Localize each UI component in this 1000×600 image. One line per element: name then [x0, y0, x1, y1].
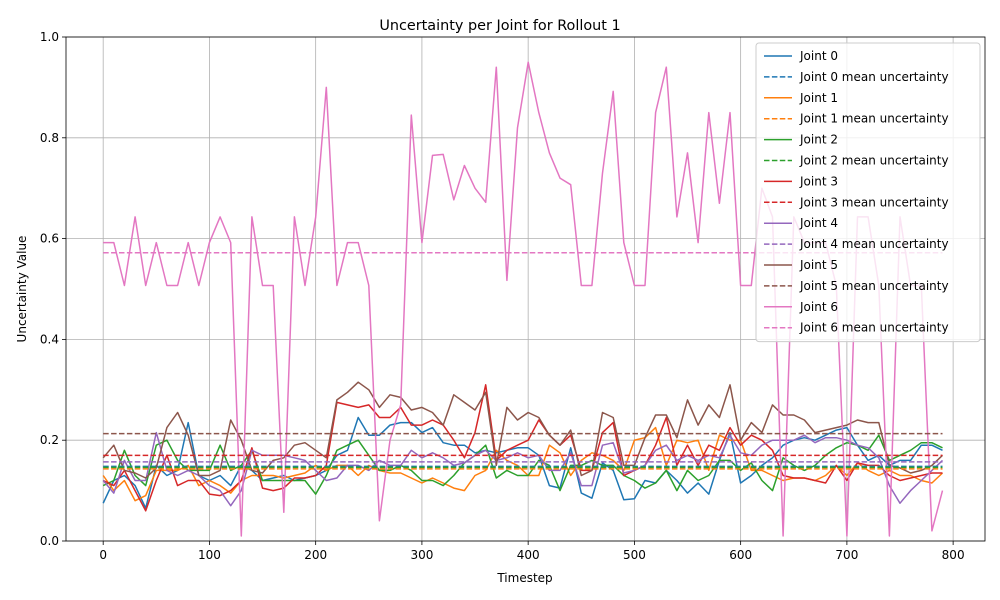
joint-2-mean-legend-label: Joint 2 mean uncertainty — [799, 154, 949, 168]
joint-5-line — [102, 381, 944, 479]
joint-0-mean-legend-label: Joint 0 mean uncertainty — [799, 70, 949, 84]
joint-6-legend-label: Joint 6 — [799, 300, 838, 314]
x-tick-label: 100 — [198, 548, 221, 562]
x-tick-label: 400 — [517, 548, 540, 562]
x-tick-label: 800 — [942, 548, 965, 562]
joint-1-legend-label: Joint 1 — [799, 91, 838, 105]
x-tick-label: 600 — [729, 548, 752, 562]
x-tick-label: 300 — [410, 548, 433, 562]
joint-6-mean-legend-label: Joint 6 mean uncertainty — [799, 321, 949, 335]
legend-box — [755, 42, 981, 343]
joint-1-mean-legend-label: Joint 1 mean uncertainty — [799, 112, 949, 126]
joint-4-legend-label: Joint 4 — [799, 216, 838, 230]
chart-title: Uncertainty per Joint for Rollout 1 — [379, 18, 620, 34]
legend: Joint 0 Joint 0 mean uncertainty Joint 1 Jo… — [755, 42, 981, 343]
y-tick-label: 1.0 — [40, 30, 59, 44]
x-tick-label: 200 — [304, 548, 327, 562]
joint-3-legend-label: Joint 3 — [799, 174, 838, 188]
axes: 0 100 200 300 400 500 600 700 800 0.0 0.2 0.4 0.6 0.8… — [40, 30, 986, 562]
x-axis-title: Timestep — [496, 571, 552, 585]
joint-3-mean-legend-label: Joint 3 mean uncertainty — [799, 195, 949, 209]
y-tick-label: 0.2 — [40, 433, 59, 447]
x-tick-label: 0 — [99, 548, 107, 562]
joint-2-legend-label: Joint 2 — [799, 133, 838, 147]
x-tick-label: 500 — [623, 548, 646, 562]
plot-frame — [65, 36, 986, 542]
y-tick-label: 0.6 — [40, 232, 59, 246]
joint-5-mean-legend-label: Joint 5 mean uncertainty — [799, 279, 949, 293]
x-tick-label: 700 — [835, 548, 858, 562]
y-tick-label: 0.4 — [40, 332, 59, 346]
y-axis-title: Uncertainty Value — [15, 236, 29, 343]
joint-4-mean-legend-label: Joint 4 mean uncertainty — [799, 237, 949, 251]
joint-0-legend-label: Joint 0 — [799, 49, 838, 63]
y-tick-label: 0.0 — [40, 534, 59, 548]
joint-5-legend-label: Joint 5 — [799, 258, 838, 272]
y-tick-label: 0.8 — [40, 131, 59, 145]
